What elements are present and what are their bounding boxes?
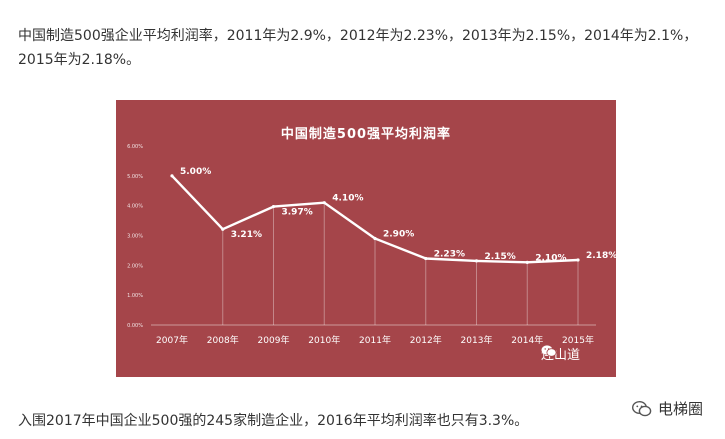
y-tick-label: 3.00% — [127, 234, 143, 240]
y-tick-label: 6.00% — [127, 144, 143, 150]
x-tick-label: 2012年 — [410, 334, 442, 346]
article-outro: 入围2017年中国企业500强的245家制造企业，2016年平均利润率也只有3.… — [18, 413, 529, 429]
data-point — [271, 204, 276, 209]
data-point — [322, 201, 326, 205]
y-tick-label: 4.00% — [127, 204, 143, 210]
data-label: 2.23% — [434, 249, 465, 259]
corner-brand: 电梯圈 — [631, 398, 703, 419]
wechat-icon — [541, 345, 557, 357]
y-tick-label: 1.00% — [127, 293, 143, 299]
brand-badge: 连山道 — [541, 344, 580, 363]
chart-card: 中国制造500强平均利润率 0.00% 1.00% 2.00% 3.00% 4.00% 5… — [116, 100, 616, 439]
x-tick-label: 2014年 — [511, 334, 543, 346]
data-point — [373, 236, 377, 241]
x-tick-label: 2011年 — [359, 334, 391, 346]
x-tick-label: 2013年 — [461, 334, 493, 346]
data-point — [576, 258, 580, 262]
x-tick-label: 2010年 — [308, 334, 340, 346]
data-label: 5.00% — [180, 167, 211, 177]
corner-brand-label: 电梯圈 — [657, 400, 703, 418]
data-point — [525, 260, 529, 264]
y-tick-label: 5.00% — [127, 174, 143, 180]
wechat-icon — [631, 400, 652, 416]
y-tick-label: 2.00% — [127, 263, 143, 269]
x-tick-label: 2008年 — [207, 334, 239, 346]
data-label: 3.21% — [231, 230, 262, 240]
data-label: 2.10% — [535, 253, 566, 263]
chart-title: 中国制造500强平均利润率 — [281, 126, 451, 142]
x-tick-label: 2009年 — [258, 334, 290, 346]
data-point — [170, 174, 174, 178]
article-intro: 中国制造500强企业平均利润率，2011年为2.9%，2012年为2.23%，2… — [18, 28, 698, 68]
data-point — [424, 256, 428, 261]
data-label: 2.15% — [485, 252, 516, 262]
data-point — [221, 227, 225, 231]
data-label: 3.97% — [282, 208, 313, 218]
x-tick-label: 2007年 — [156, 334, 188, 346]
x-tick-label: 2015年 — [562, 334, 594, 346]
data-label: 2.90% — [383, 229, 414, 239]
y-tick-label: 0.00% — [127, 323, 143, 329]
data-point — [474, 259, 479, 263]
watermark: IIANews.com — [391, 414, 544, 439]
line-chart: 中国制造500强平均利润率 0.00% 1.00% 2.00% 3.00% 4.00% 5… — [127, 126, 616, 346]
data-label: 2.18% — [586, 251, 616, 261]
data-label: 4.10% — [332, 194, 363, 204]
